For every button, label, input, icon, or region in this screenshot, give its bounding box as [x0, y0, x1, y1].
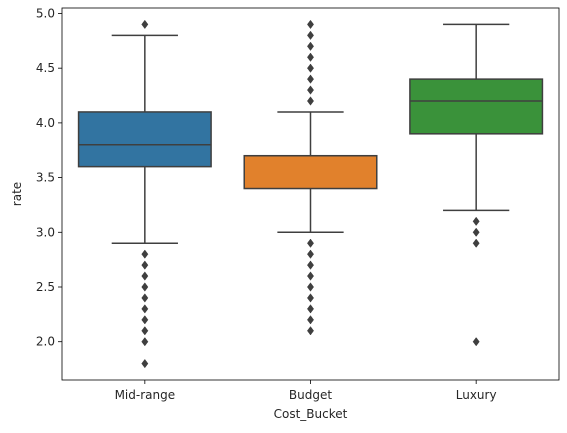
- y-axis: 2.0 2.5 3.0 3.5 4.0 4.5 5.0: [36, 6, 62, 349]
- outlier-point: [307, 238, 314, 248]
- x-axis: Mid-range Budget Luxury: [115, 380, 497, 402]
- outlier-point: [307, 260, 314, 270]
- y-tick-label: 5.0: [36, 6, 55, 20]
- outlier-point: [307, 63, 314, 73]
- x-tick-label: Budget: [289, 388, 332, 402]
- outlier-point: [307, 85, 314, 95]
- y-tick-label: 4.0: [36, 116, 55, 130]
- outlier-point: [307, 19, 314, 30]
- x-tick-label: Luxury: [456, 388, 497, 402]
- outlier-point: [141, 358, 149, 369]
- outlier-point: [141, 337, 149, 347]
- outlier-point: [307, 271, 314, 281]
- box-iqr: [77, 111, 212, 168]
- x-tick-label: Mid-range: [115, 388, 176, 402]
- outlier-point: [307, 304, 314, 314]
- outlier-point: [141, 249, 149, 259]
- y-axis-label: rate: [10, 182, 24, 206]
- box-group-budget: [243, 19, 378, 336]
- outlier-point: [307, 41, 314, 51]
- y-tick-label: 3.0: [36, 225, 55, 239]
- y-tick-label: 3.5: [36, 171, 55, 185]
- outlier-point: [472, 216, 480, 226]
- outlier-point: [307, 96, 314, 106]
- outlier-point: [307, 52, 314, 62]
- outlier-point: [141, 315, 149, 325]
- outlier-point: [307, 249, 314, 259]
- outlier-point: [307, 282, 314, 292]
- boxes-layer: [77, 19, 544, 369]
- outlier-point: [307, 315, 314, 325]
- outlier-point: [472, 238, 480, 248]
- outlier-point: [141, 271, 149, 281]
- box-iqr: [409, 78, 544, 135]
- outlier-point: [141, 293, 149, 303]
- y-tick-label: 4.5: [36, 61, 55, 75]
- outlier-point: [307, 74, 314, 84]
- outlier-point: [141, 19, 149, 30]
- box-group-luxury: [409, 23, 544, 347]
- box-group-mid-range: [77, 19, 212, 369]
- y-tick-label: 2.5: [36, 280, 55, 294]
- outlier-point: [307, 30, 314, 40]
- outlier-point: [141, 304, 149, 314]
- box-iqr: [243, 154, 378, 190]
- outlier-point: [141, 326, 149, 336]
- outlier-point: [141, 260, 149, 270]
- outlier-point: [141, 282, 149, 292]
- outlier-point: [307, 293, 314, 303]
- y-tick-label: 2.0: [36, 335, 55, 349]
- outlier-point: [472, 337, 480, 347]
- outlier-point: [472, 227, 480, 237]
- outlier-point: [307, 326, 314, 336]
- x-axis-label: Cost_Bucket: [274, 407, 348, 421]
